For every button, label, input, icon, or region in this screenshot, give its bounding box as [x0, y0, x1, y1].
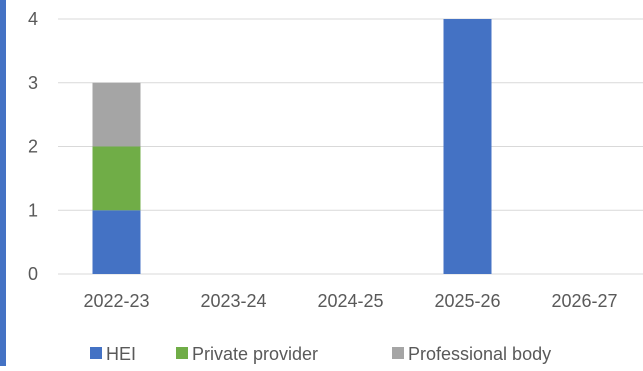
x-tick-label: 2025-26 — [434, 291, 500, 311]
bars — [92, 19, 492, 274]
legend-label: Private provider — [192, 344, 318, 364]
legend-label: Professional body — [408, 344, 551, 364]
legend-entry: Professional body — [392, 344, 551, 364]
bar-segment — [92, 82, 141, 147]
y-tick-label: 4 — [28, 9, 38, 29]
y-tick-label: 2 — [28, 137, 38, 157]
x-tick-label: 2026-27 — [551, 291, 617, 311]
accent-bar — [0, 0, 6, 366]
x-tick-label: 2024-25 — [317, 291, 383, 311]
bar-segment — [92, 146, 141, 211]
y-tick-label: 1 — [28, 200, 38, 220]
y-tick-label: 3 — [28, 73, 38, 93]
x-axis-ticks: 2022-23 2023-24 2024-25 2025-26 2026-27 — [83, 291, 617, 311]
legend-swatch — [90, 347, 102, 359]
x-tick-label: 2022-23 — [83, 291, 149, 311]
x-tick-label: 2023-24 — [200, 291, 266, 311]
bar-segment — [443, 19, 492, 274]
y-axis-ticks: 0 1 2 3 4 — [28, 9, 38, 284]
legend: HEI Private provider Professional body — [90, 344, 551, 364]
legend-entry: HEI — [90, 344, 136, 364]
legend-entry: Private provider — [176, 344, 318, 364]
y-tick-label: 0 — [28, 264, 38, 284]
gridlines — [58, 18, 643, 275]
bar-segment — [92, 210, 141, 274]
legend-swatch — [176, 347, 188, 359]
legend-label: HEI — [106, 344, 136, 364]
legend-swatch — [392, 347, 404, 359]
